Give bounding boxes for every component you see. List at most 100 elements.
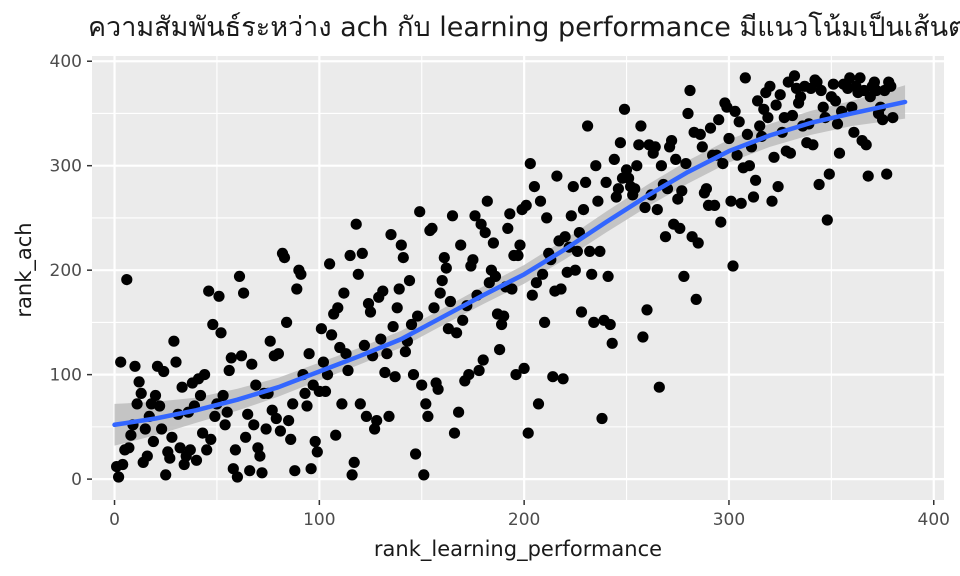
data-point bbox=[166, 431, 178, 443]
data-point bbox=[848, 126, 860, 138]
data-point bbox=[156, 423, 168, 435]
data-point bbox=[504, 208, 516, 220]
data-point bbox=[444, 295, 456, 308]
data-point bbox=[309, 435, 321, 448]
data-points bbox=[111, 70, 899, 483]
data-point bbox=[813, 178, 825, 191]
data-point bbox=[256, 467, 268, 479]
data-point bbox=[510, 369, 522, 381]
data-point bbox=[283, 415, 295, 427]
data-point bbox=[594, 245, 606, 257]
data-point bbox=[635, 120, 647, 132]
data-point bbox=[338, 287, 350, 299]
data-point bbox=[506, 283, 518, 295]
data-point bbox=[639, 201, 651, 214]
data-point bbox=[786, 109, 799, 122]
data-point bbox=[877, 114, 889, 126]
data-point bbox=[422, 410, 434, 422]
data-point bbox=[659, 231, 672, 243]
data-point bbox=[287, 398, 299, 410]
data-point bbox=[704, 122, 717, 134]
data-point bbox=[291, 283, 303, 295]
data-point bbox=[184, 444, 196, 456]
data-point bbox=[407, 369, 420, 381]
data-point bbox=[637, 331, 649, 343]
data-point bbox=[758, 103, 770, 115]
data-point bbox=[512, 249, 524, 262]
data-point bbox=[356, 247, 368, 259]
data-point bbox=[764, 80, 776, 92]
data-point bbox=[278, 252, 291, 264]
data-point bbox=[272, 348, 284, 360]
data-point bbox=[481, 195, 493, 207]
data-point bbox=[729, 105, 741, 117]
data-point bbox=[414, 206, 426, 218]
data-point bbox=[518, 362, 530, 374]
data-point bbox=[246, 358, 258, 370]
data-point bbox=[741, 128, 754, 140]
data-point bbox=[207, 318, 219, 331]
data-point bbox=[524, 158, 536, 170]
data-point bbox=[350, 218, 362, 230]
data-point bbox=[666, 135, 678, 147]
data-point bbox=[274, 425, 286, 437]
data-point bbox=[694, 128, 706, 140]
data-point bbox=[604, 318, 616, 331]
data-point bbox=[418, 469, 430, 481]
data-point bbox=[129, 360, 141, 372]
data-point bbox=[201, 444, 213, 456]
data-point bbox=[623, 172, 635, 184]
data-point bbox=[344, 249, 356, 262]
data-point bbox=[244, 465, 256, 477]
data-point bbox=[410, 448, 422, 460]
data-point bbox=[383, 410, 395, 422]
data-point bbox=[326, 329, 338, 341]
data-point bbox=[285, 433, 297, 445]
data-point bbox=[684, 84, 696, 97]
data-point bbox=[412, 310, 424, 322]
data-point bbox=[375, 333, 387, 345]
data-point bbox=[311, 446, 323, 458]
data-point bbox=[829, 95, 842, 107]
data-point bbox=[215, 327, 227, 339]
data-point bbox=[807, 139, 819, 151]
data-point bbox=[385, 229, 397, 241]
data-point bbox=[371, 415, 383, 427]
data-point bbox=[299, 387, 311, 399]
data-point bbox=[254, 450, 266, 462]
data-point bbox=[147, 435, 159, 448]
data-point bbox=[731, 149, 743, 161]
data-point bbox=[397, 252, 409, 264]
data-point bbox=[539, 316, 551, 328]
data-point bbox=[428, 302, 440, 314]
data-point bbox=[651, 204, 663, 216]
data-point bbox=[141, 450, 153, 462]
data-point bbox=[240, 431, 252, 443]
data-point bbox=[213, 290, 225, 302]
data-point bbox=[235, 350, 248, 362]
data-point bbox=[121, 274, 133, 286]
data-point bbox=[709, 199, 721, 211]
data-point bbox=[170, 356, 182, 368]
data-point bbox=[399, 346, 411, 358]
data-point bbox=[123, 442, 135, 454]
data-point bbox=[854, 72, 866, 84]
data-point bbox=[158, 365, 170, 378]
data-point bbox=[608, 153, 620, 165]
data-point bbox=[324, 258, 336, 270]
data-point bbox=[403, 275, 416, 287]
y-axis-title: rank_ach bbox=[12, 222, 37, 317]
data-point bbox=[592, 195, 604, 207]
data-point bbox=[614, 137, 627, 149]
data-point bbox=[846, 101, 858, 113]
data-point bbox=[176, 381, 188, 393]
data-point bbox=[317, 356, 329, 368]
data-point bbox=[596, 412, 608, 425]
data-point bbox=[739, 72, 751, 84]
data-point bbox=[455, 239, 467, 251]
data-point bbox=[223, 364, 235, 377]
x-tick-label: 300 bbox=[713, 510, 745, 530]
data-point bbox=[766, 195, 778, 207]
data-point bbox=[248, 419, 260, 431]
